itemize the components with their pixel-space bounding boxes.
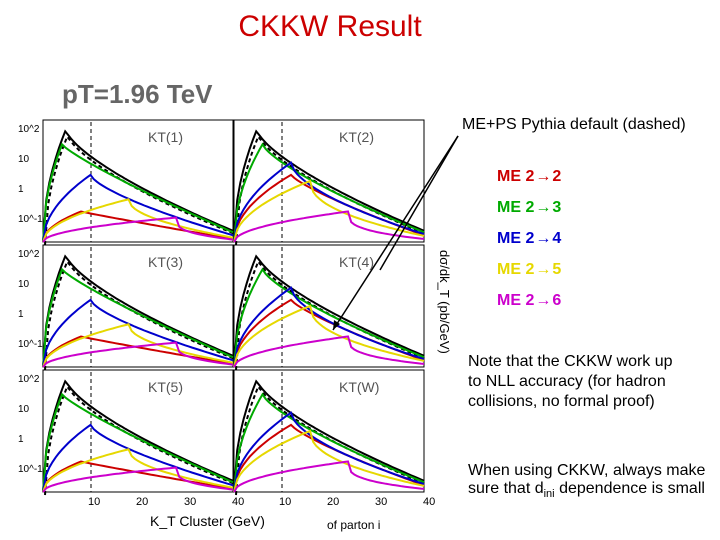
y-tick-label: 10^-1 xyxy=(18,464,43,475)
y-tick-label: 10^2 xyxy=(18,124,40,135)
series-line xyxy=(42,466,234,493)
panel-title: KT(W) xyxy=(339,379,379,395)
series-line xyxy=(233,460,425,493)
series-line-total xyxy=(233,129,425,243)
arrow-icon: → xyxy=(535,230,552,247)
panel-frame xyxy=(42,369,234,493)
series-line xyxy=(42,392,234,493)
y-tick-label: 1 xyxy=(18,434,24,445)
note2-text: When using CKKW, always make sure that d… xyxy=(468,462,706,501)
y-tick-label: 10^-1 xyxy=(18,214,43,225)
panel-title: KT(4) xyxy=(339,254,374,270)
arrow-icon: → xyxy=(535,168,552,185)
arrow-line-2 xyxy=(379,135,459,271)
series-line-total xyxy=(42,129,234,243)
y-tick-label: 10^-1 xyxy=(18,339,43,350)
series-line xyxy=(233,429,425,493)
me-item: ME 2→6 xyxy=(497,292,562,309)
x-tick-label: 30 xyxy=(375,496,387,508)
series-line xyxy=(233,411,425,493)
x-tick-label: 10 xyxy=(279,496,291,508)
series-line xyxy=(233,210,425,243)
series-line xyxy=(233,161,425,243)
series-line xyxy=(42,267,234,368)
x-axis-label: K_T Cluster (GeV) xyxy=(150,513,265,529)
arrow-icon: → xyxy=(535,199,552,216)
y-tick-label: 10^2 xyxy=(18,374,40,385)
series-line xyxy=(233,142,425,243)
y-tick-label: 10 xyxy=(18,404,30,415)
series-line xyxy=(42,142,234,243)
header-text: pT=1.96 TeV xyxy=(62,79,213,109)
x-tick-label: 30 xyxy=(184,496,196,508)
series-line xyxy=(233,335,425,368)
series-line xyxy=(42,341,234,368)
y-tick-label: 1 xyxy=(18,184,24,195)
panel-title: KT(3) xyxy=(148,254,183,270)
panel-title: KT(5) xyxy=(148,379,183,395)
y-tick-label: 10 xyxy=(18,154,30,165)
me-item: ME 2→2 xyxy=(497,168,562,185)
panel-frame xyxy=(233,119,425,243)
page-title: CKKW Result xyxy=(238,10,422,43)
x-tick-label: 40 xyxy=(423,496,435,508)
x-tick-label: 20 xyxy=(327,496,339,508)
panel-frame xyxy=(42,244,234,368)
series-line xyxy=(233,304,425,368)
panel-frame xyxy=(42,119,234,243)
series-line xyxy=(42,423,234,493)
arrow-head xyxy=(333,320,340,330)
series-line xyxy=(233,392,425,493)
y-tick-label: 10 xyxy=(18,279,30,290)
panel-frame xyxy=(233,244,425,368)
series-line xyxy=(42,323,234,368)
series-line xyxy=(233,286,425,368)
y-tick-label: 1 xyxy=(18,309,24,320)
me-item: ME 2→5 xyxy=(497,261,562,278)
y-axis-label: dσ/dk_T (pb/GeV) xyxy=(437,250,452,354)
panel-title: KT(2) xyxy=(339,129,374,145)
x-tick-label: 10 xyxy=(88,496,100,508)
series-line-total xyxy=(42,379,234,493)
series-line xyxy=(42,216,234,243)
arrow-icon: → xyxy=(535,292,552,309)
series-line-total xyxy=(233,379,425,493)
series-line-total xyxy=(42,254,234,368)
series-line xyxy=(233,179,425,243)
series-line xyxy=(233,267,425,368)
panel-title: KT(1) xyxy=(148,129,183,145)
arrow-icon: → xyxy=(535,261,552,278)
series-line xyxy=(42,173,234,243)
arrow-line xyxy=(332,135,459,331)
note-text: Note that the CKKW work up to NLL accura… xyxy=(468,353,673,410)
series-line xyxy=(42,448,234,493)
series-line xyxy=(42,298,234,368)
y-tick-label: 10^2 xyxy=(18,249,40,260)
series-line xyxy=(42,198,234,243)
series-line-total xyxy=(233,254,425,368)
parton-label: of parton i xyxy=(327,518,381,532)
x-tick-label: 20 xyxy=(136,496,148,508)
me-item: ME 2→4 xyxy=(497,230,562,247)
legend-note: ME+PS Pythia default (dashed) xyxy=(462,116,686,133)
me-item: ME 2→3 xyxy=(497,199,562,216)
panel-frame xyxy=(233,369,425,493)
x-tick-label: 40 xyxy=(232,496,244,508)
